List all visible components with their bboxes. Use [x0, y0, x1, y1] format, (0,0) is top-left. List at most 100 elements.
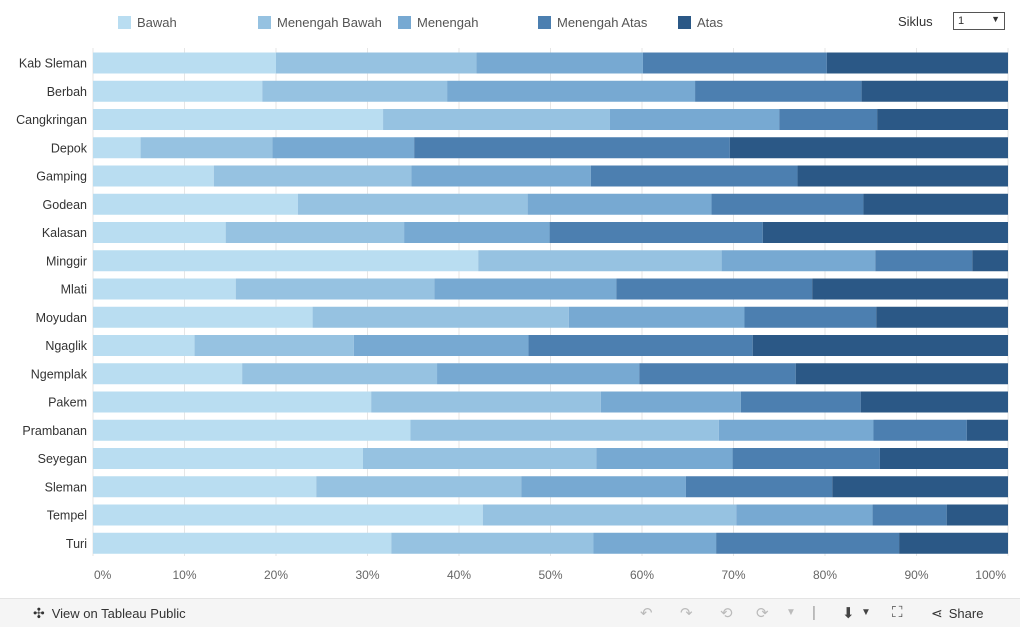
legend-item[interactable]: Bawah	[118, 14, 177, 30]
bar-segment[interactable]	[93, 363, 243, 385]
bar-segment[interactable]	[276, 52, 477, 74]
bar-segment[interactable]	[93, 52, 276, 74]
bar-segment[interactable]	[312, 306, 569, 328]
bar-segment[interactable]	[832, 476, 1008, 498]
bar-segment[interactable]	[875, 250, 973, 272]
bar-segment[interactable]	[549, 222, 763, 243]
bar-segment[interactable]	[404, 222, 550, 243]
bar-segment[interactable]	[879, 448, 1008, 469]
redo-icon[interactable]: ↷	[680, 605, 693, 622]
bar-segment[interactable]	[946, 504, 1008, 526]
bar-segment[interactable]	[262, 80, 448, 102]
bar-segment[interactable]	[861, 80, 1008, 102]
revert-icon[interactable]: ⟲	[720, 605, 733, 622]
bar-segment[interactable]	[213, 165, 412, 187]
bar-segment[interactable]	[93, 419, 411, 441]
bar-segment[interactable]	[762, 222, 1008, 243]
bar-segment[interactable]	[93, 391, 372, 413]
bar-segment[interactable]	[873, 419, 967, 441]
bar-segment[interactable]	[225, 222, 405, 243]
chevron-down-icon[interactable]: ▼	[861, 607, 871, 618]
bar-segment[interactable]	[93, 250, 479, 272]
legend-item[interactable]: Atas	[678, 14, 723, 30]
bar-segment[interactable]	[93, 504, 483, 526]
bar-segment[interactable]	[93, 193, 298, 215]
bar-segment[interactable]	[476, 52, 643, 74]
bar-segment[interactable]	[711, 193, 864, 215]
bar-segment[interactable]	[93, 476, 317, 498]
bar-segment[interactable]	[297, 193, 528, 215]
bar-segment[interactable]	[194, 335, 354, 356]
view-on-tableau-public-link[interactable]: ✣ View on Tableau Public	[33, 605, 186, 622]
bar-segment[interactable]	[140, 137, 273, 159]
bar-segment[interactable]	[609, 109, 780, 130]
bar-segment[interactable]	[414, 137, 730, 159]
bar-segment[interactable]	[795, 363, 1008, 385]
bar-segment[interactable]	[812, 278, 1008, 300]
bar-segment[interactable]	[736, 504, 873, 526]
legend-item[interactable]: Menengah Bawah	[258, 14, 382, 30]
download-icon[interactable]: ⬇	[842, 605, 855, 622]
bar-segment[interactable]	[528, 335, 753, 356]
bar-segment[interactable]	[721, 250, 876, 272]
bar-segment[interactable]	[752, 335, 1008, 356]
bar-segment[interactable]	[899, 532, 1008, 554]
bar-segment[interactable]	[642, 52, 827, 74]
bar-segment[interactable]	[826, 52, 1008, 74]
bar-segment[interactable]	[527, 193, 712, 215]
bar-segment[interactable]	[353, 335, 529, 356]
bar-segment[interactable]	[729, 137, 1008, 159]
bar-segment[interactable]	[639, 363, 796, 385]
bar-segment[interactable]	[447, 80, 696, 102]
bar-segment[interactable]	[371, 391, 601, 413]
bar-segment[interactable]	[93, 448, 363, 469]
bar-segment[interactable]	[93, 222, 226, 243]
bar-segment[interactable]	[410, 419, 719, 441]
bar-segment[interactable]	[93, 165, 214, 187]
bar-segment[interactable]	[93, 532, 392, 554]
bar-segment[interactable]	[93, 109, 384, 130]
bar-segment[interactable]	[437, 363, 640, 385]
bar-segment[interactable]	[695, 80, 862, 102]
bar-segment[interactable]	[93, 335, 195, 356]
bar-segment[interactable]	[596, 448, 733, 469]
bar-segment[interactable]	[521, 476, 686, 498]
bar-segment[interactable]	[718, 419, 874, 441]
bar-segment[interactable]	[779, 109, 878, 130]
legend-item[interactable]: Menengah Atas	[538, 14, 647, 30]
bar-segment[interactable]	[568, 306, 745, 328]
bar-segment[interactable]	[242, 363, 438, 385]
chevron-down-icon[interactable]: ▼	[786, 607, 796, 618]
bar-segment[interactable]	[966, 419, 1008, 441]
bar-segment[interactable]	[93, 306, 313, 328]
bar-segment[interactable]	[860, 391, 1008, 413]
bar-segment[interactable]	[482, 504, 737, 526]
bar-segment[interactable]	[93, 80, 263, 102]
bar-segment[interactable]	[235, 278, 435, 300]
bar-segment[interactable]	[93, 278, 236, 300]
siklus-dropdown[interactable]: 1 ▼	[953, 12, 1005, 30]
bar-segment[interactable]	[685, 476, 833, 498]
bar-segment[interactable]	[93, 137, 141, 159]
legend-item[interactable]: Menengah	[398, 14, 478, 30]
bar-segment[interactable]	[797, 165, 1008, 187]
bar-segment[interactable]	[600, 391, 741, 413]
bar-segment[interactable]	[272, 137, 415, 159]
share-button[interactable]: ⋖ Share	[931, 605, 983, 622]
bar-segment[interactable]	[411, 165, 591, 187]
bar-segment[interactable]	[362, 448, 597, 469]
bar-segment[interactable]	[316, 476, 522, 498]
bar-segment[interactable]	[877, 109, 1008, 130]
bar-segment[interactable]	[732, 448, 880, 469]
bar-segment[interactable]	[383, 109, 610, 130]
undo-icon[interactable]: ↶	[640, 605, 653, 622]
bar-segment[interactable]	[391, 532, 594, 554]
bar-segment[interactable]	[744, 306, 877, 328]
refresh-icon[interactable]: ⟳	[756, 605, 769, 622]
bar-segment[interactable]	[876, 306, 1008, 328]
bar-segment[interactable]	[716, 532, 900, 554]
bar-segment[interactable]	[593, 532, 717, 554]
bar-segment[interactable]	[616, 278, 813, 300]
bar-segment[interactable]	[872, 504, 947, 526]
bar-segment[interactable]	[740, 391, 861, 413]
